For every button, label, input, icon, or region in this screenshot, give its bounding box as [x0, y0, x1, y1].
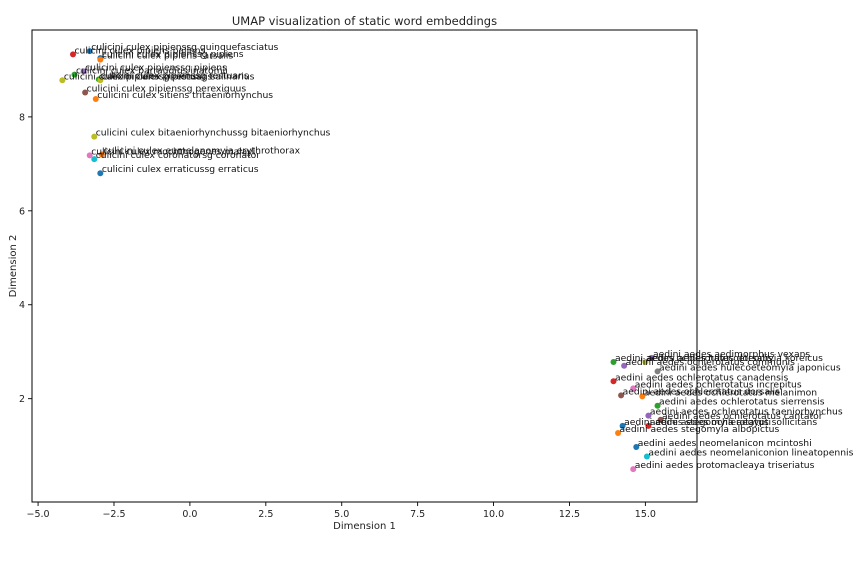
data-point — [657, 416, 664, 423]
point-label: aedini aedes neomelaniconion lineatopenn… — [648, 447, 853, 458]
data-point — [639, 393, 646, 400]
data-point — [643, 453, 650, 460]
scatter-points — [59, 48, 664, 473]
data-point — [80, 68, 87, 75]
data-point — [98, 151, 105, 158]
y-tick-label: 6 — [19, 206, 25, 217]
data-point — [91, 156, 98, 163]
data-point — [654, 368, 661, 375]
data-point — [615, 429, 622, 436]
data-point — [618, 392, 625, 399]
data-point — [97, 56, 104, 63]
point-label: aedini aedes hulecoeteomyia koreicus — [647, 353, 823, 364]
point-label: culicini culex erraticussg erraticus — [102, 164, 259, 175]
x-tick-label: 7.5 — [410, 509, 425, 520]
point-label: aedini aedes ochlerotatus dorsalis — [615, 353, 772, 364]
point-label: culicini culex sitiens tritaeniorhynchus — [97, 90, 273, 101]
x-tick-label: 10.0 — [483, 509, 504, 520]
data-point — [71, 71, 78, 78]
x-tick-label: 5.0 — [334, 509, 349, 520]
point-labels: culicini culex pipienssg quinquefasciatu… — [64, 42, 854, 471]
x-tick-label: 0.0 — [182, 509, 197, 520]
x-tick-label: −5.0 — [27, 509, 50, 520]
x-axis-label: Dimension 1 — [333, 521, 396, 532]
point-label: culicini culex pipienssg quinquefasciatu… — [91, 42, 278, 53]
data-point — [97, 77, 104, 84]
point-label: aedini aedes ochlerotatus increpitus — [635, 379, 802, 390]
point-label: aedini aedes ochlerotatus canadensis — [615, 372, 788, 383]
data-point — [630, 385, 637, 392]
data-point — [619, 422, 626, 429]
data-point — [633, 444, 640, 451]
point-label: culicini culex pipienssg perexiguus — [87, 83, 247, 94]
data-point — [59, 77, 66, 84]
data-point — [610, 359, 617, 366]
x-tick-label: 2.5 — [258, 509, 273, 520]
data-point — [642, 359, 649, 366]
point-label: aedini aedes ochlerotatus melanimon — [644, 387, 817, 398]
point-label: aedini aedes neomelanicon mcintoshi — [638, 438, 812, 449]
point-label: aedini aedes ochlerotatus sierrensis — [659, 397, 825, 408]
point-label: culicini culex pipiens pallens — [74, 45, 205, 56]
point-label: aedini aedes aedimorphus vexans — [653, 349, 810, 360]
point-label: culicini culex pipienssg pipiens — [85, 62, 227, 73]
point-label: aedini aedes ochlerotatus taeniorhynchus — [650, 407, 843, 418]
point-label: aedini aedes ochlerotatus cantator — [662, 411, 823, 422]
point-label: culicini culex barraudius inatomii — [76, 66, 228, 77]
point-label: culicini culex eumelanomyia erythrothora… — [103, 145, 300, 156]
data-point — [86, 48, 93, 55]
point-label: culicini culex mochthogenes malayi — [91, 146, 255, 157]
point-label: aedini aedes ochlerotatus sollicitans — [650, 417, 817, 428]
point-label: culicini culex pipienssg pipiens — [102, 49, 244, 60]
plot-frame — [31, 29, 698, 503]
x-tick-label: 15.0 — [635, 509, 656, 520]
data-point — [97, 170, 104, 177]
data-point — [648, 354, 655, 361]
y-axis-ticks: 2 4 6 8 — [19, 112, 32, 405]
point-label: aedini aedes ochlerotatus communis — [626, 357, 795, 368]
point-label: culicini culex coronatorsg coronator — [96, 150, 261, 161]
point-label: aedini aedes stegomyia albopictus — [620, 424, 780, 435]
x-tick-label: 12.5 — [559, 509, 580, 520]
y-tick-label: 2 — [19, 394, 25, 405]
y-axis-label: Dimension 2 — [8, 235, 19, 298]
data-point — [610, 378, 617, 385]
data-point — [82, 89, 89, 96]
point-label: aedini aedes hulecoeteomyia japonicus — [659, 362, 841, 373]
point-label: culicini culex pipienssg restuans — [64, 71, 213, 82]
data-point — [645, 422, 652, 429]
data-point — [69, 51, 76, 58]
x-axis-ticks: −5.0 −2.5 0.0 2.5 5.0 7.5 10.0 12.5 15.0 — [27, 502, 656, 520]
point-label: culicini culex bitaeniorhynchussg bitaen… — [96, 128, 331, 139]
data-point — [654, 402, 661, 409]
chart-title: UMAP visualization of static word embedd… — [232, 14, 497, 28]
data-point — [86, 152, 93, 159]
point-label: aedini aedes stegomyia aegypti — [624, 417, 771, 428]
y-tick-label: 8 — [19, 112, 25, 123]
data-point — [91, 133, 98, 140]
data-point — [630, 466, 637, 473]
y-tick-label: 4 — [19, 300, 25, 311]
point-label: aedini aedes protomacleaya triseriatus — [635, 460, 815, 471]
point-label: culicini culex pipiens tarsalis — [102, 51, 234, 62]
data-point — [621, 362, 628, 369]
data-point — [645, 412, 652, 419]
data-point — [92, 96, 99, 103]
x-tick-label: −2.5 — [102, 509, 125, 520]
point-label: culicini culex pipienssg restuans — [100, 70, 249, 81]
point-label: culicini culex pipienssg salinarius — [102, 71, 255, 82]
point-label: aedini aedes ochlerotatus dorsalis — [623, 386, 780, 397]
